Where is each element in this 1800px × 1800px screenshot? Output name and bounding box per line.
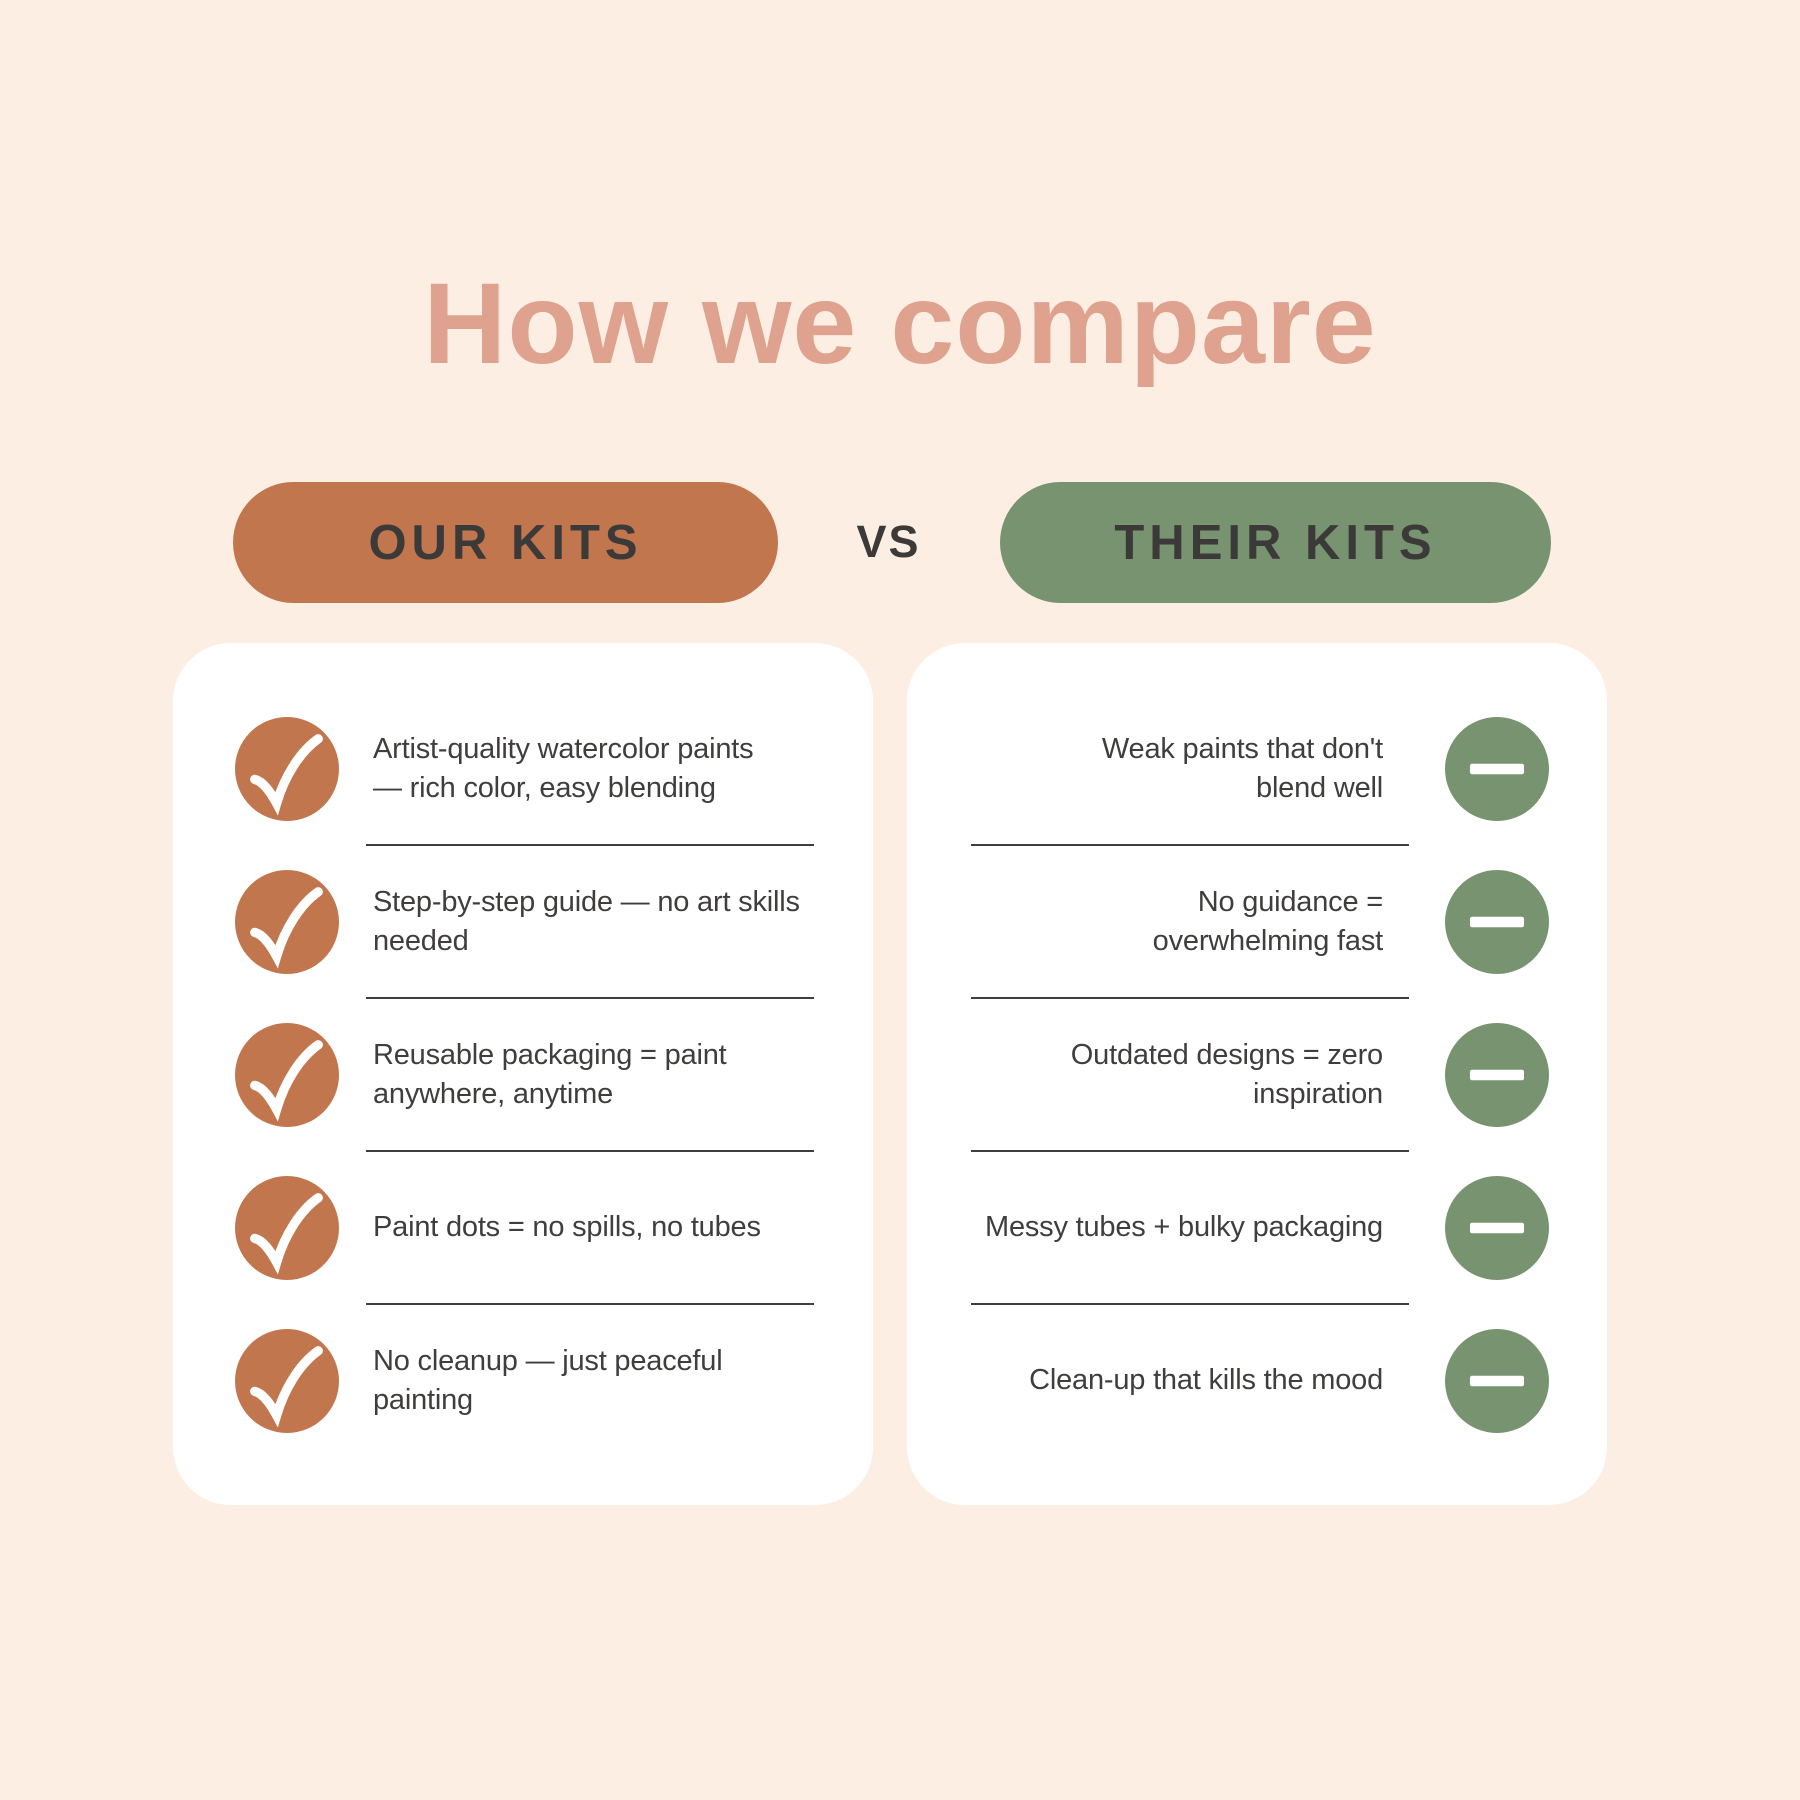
list-item: Paint dots = no spills, no tubes <box>173 1152 873 1303</box>
divider <box>366 997 814 999</box>
item-text: Artist-quality watercolor paints — rich … <box>373 732 754 804</box>
check-icon <box>235 869 339 974</box>
item-text: Messy tubes + bulky packaging <box>984 1211 1383 1243</box>
list-item: Artist-quality watercolor paints — rich … <box>173 693 873 844</box>
check-icon <box>235 716 339 821</box>
item-text: No guidance = overwhelming fast <box>1152 885 1384 957</box>
item-text: No cleanup — just peaceful painting <box>373 1344 723 1416</box>
item-text: Reusable packaging = paint anywhere, any… <box>373 1038 727 1110</box>
item-text: Weak paints that don't blend well <box>1101 732 1383 804</box>
list-item: Weak paints that don't blend well <box>907 693 1607 844</box>
our-kits-header-pill: OUR KITS <box>233 482 778 603</box>
divider <box>366 844 814 846</box>
vs-label: VS <box>856 516 921 567</box>
list-item: Step-by-step guide — no art skills neede… <box>173 846 873 997</box>
check-icon <box>235 1175 339 1280</box>
minus-icon <box>1445 1022 1549 1127</box>
list-item: No cleanup — just peaceful painting <box>173 1305 873 1456</box>
their-kits-header-pill: THEIR KITS <box>1000 482 1551 603</box>
item-text: Step-by-step guide — no art skills neede… <box>373 885 800 957</box>
our-kits-label: OUR KITS <box>368 515 643 570</box>
item-text: Outdated designs = zero inspiration <box>1070 1038 1383 1110</box>
divider <box>366 1303 814 1305</box>
minus-icon <box>1445 869 1549 974</box>
check-icon <box>235 1328 339 1433</box>
their-kits-label: THEIR KITS <box>1114 515 1437 570</box>
divider <box>971 844 1409 846</box>
list-item: No guidance = overwhelming fast <box>907 846 1607 997</box>
minus-icon <box>1445 716 1549 821</box>
page-title: How we compare <box>423 260 1377 388</box>
list-item: Clean-up that kills the mood <box>907 1305 1607 1456</box>
list-item: Outdated designs = zero inspiration <box>907 999 1607 1150</box>
our-kits-card: Artist-quality watercolor paints — rich … <box>173 643 873 1505</box>
their-kits-card: Weak paints that don't blend well No gui… <box>907 643 1607 1505</box>
minus-icon <box>1445 1328 1549 1433</box>
divider <box>971 1303 1409 1305</box>
divider <box>366 1150 814 1152</box>
item-text: Paint dots = no spills, no tubes <box>373 1211 761 1243</box>
list-item: Messy tubes + bulky packaging <box>907 1152 1607 1303</box>
minus-icon <box>1445 1175 1549 1280</box>
divider <box>971 1150 1409 1152</box>
divider <box>971 997 1409 999</box>
check-icon <box>235 1022 339 1127</box>
item-text: Clean-up that kills the mood <box>1029 1364 1383 1396</box>
list-item: Reusable packaging = paint anywhere, any… <box>173 999 873 1150</box>
